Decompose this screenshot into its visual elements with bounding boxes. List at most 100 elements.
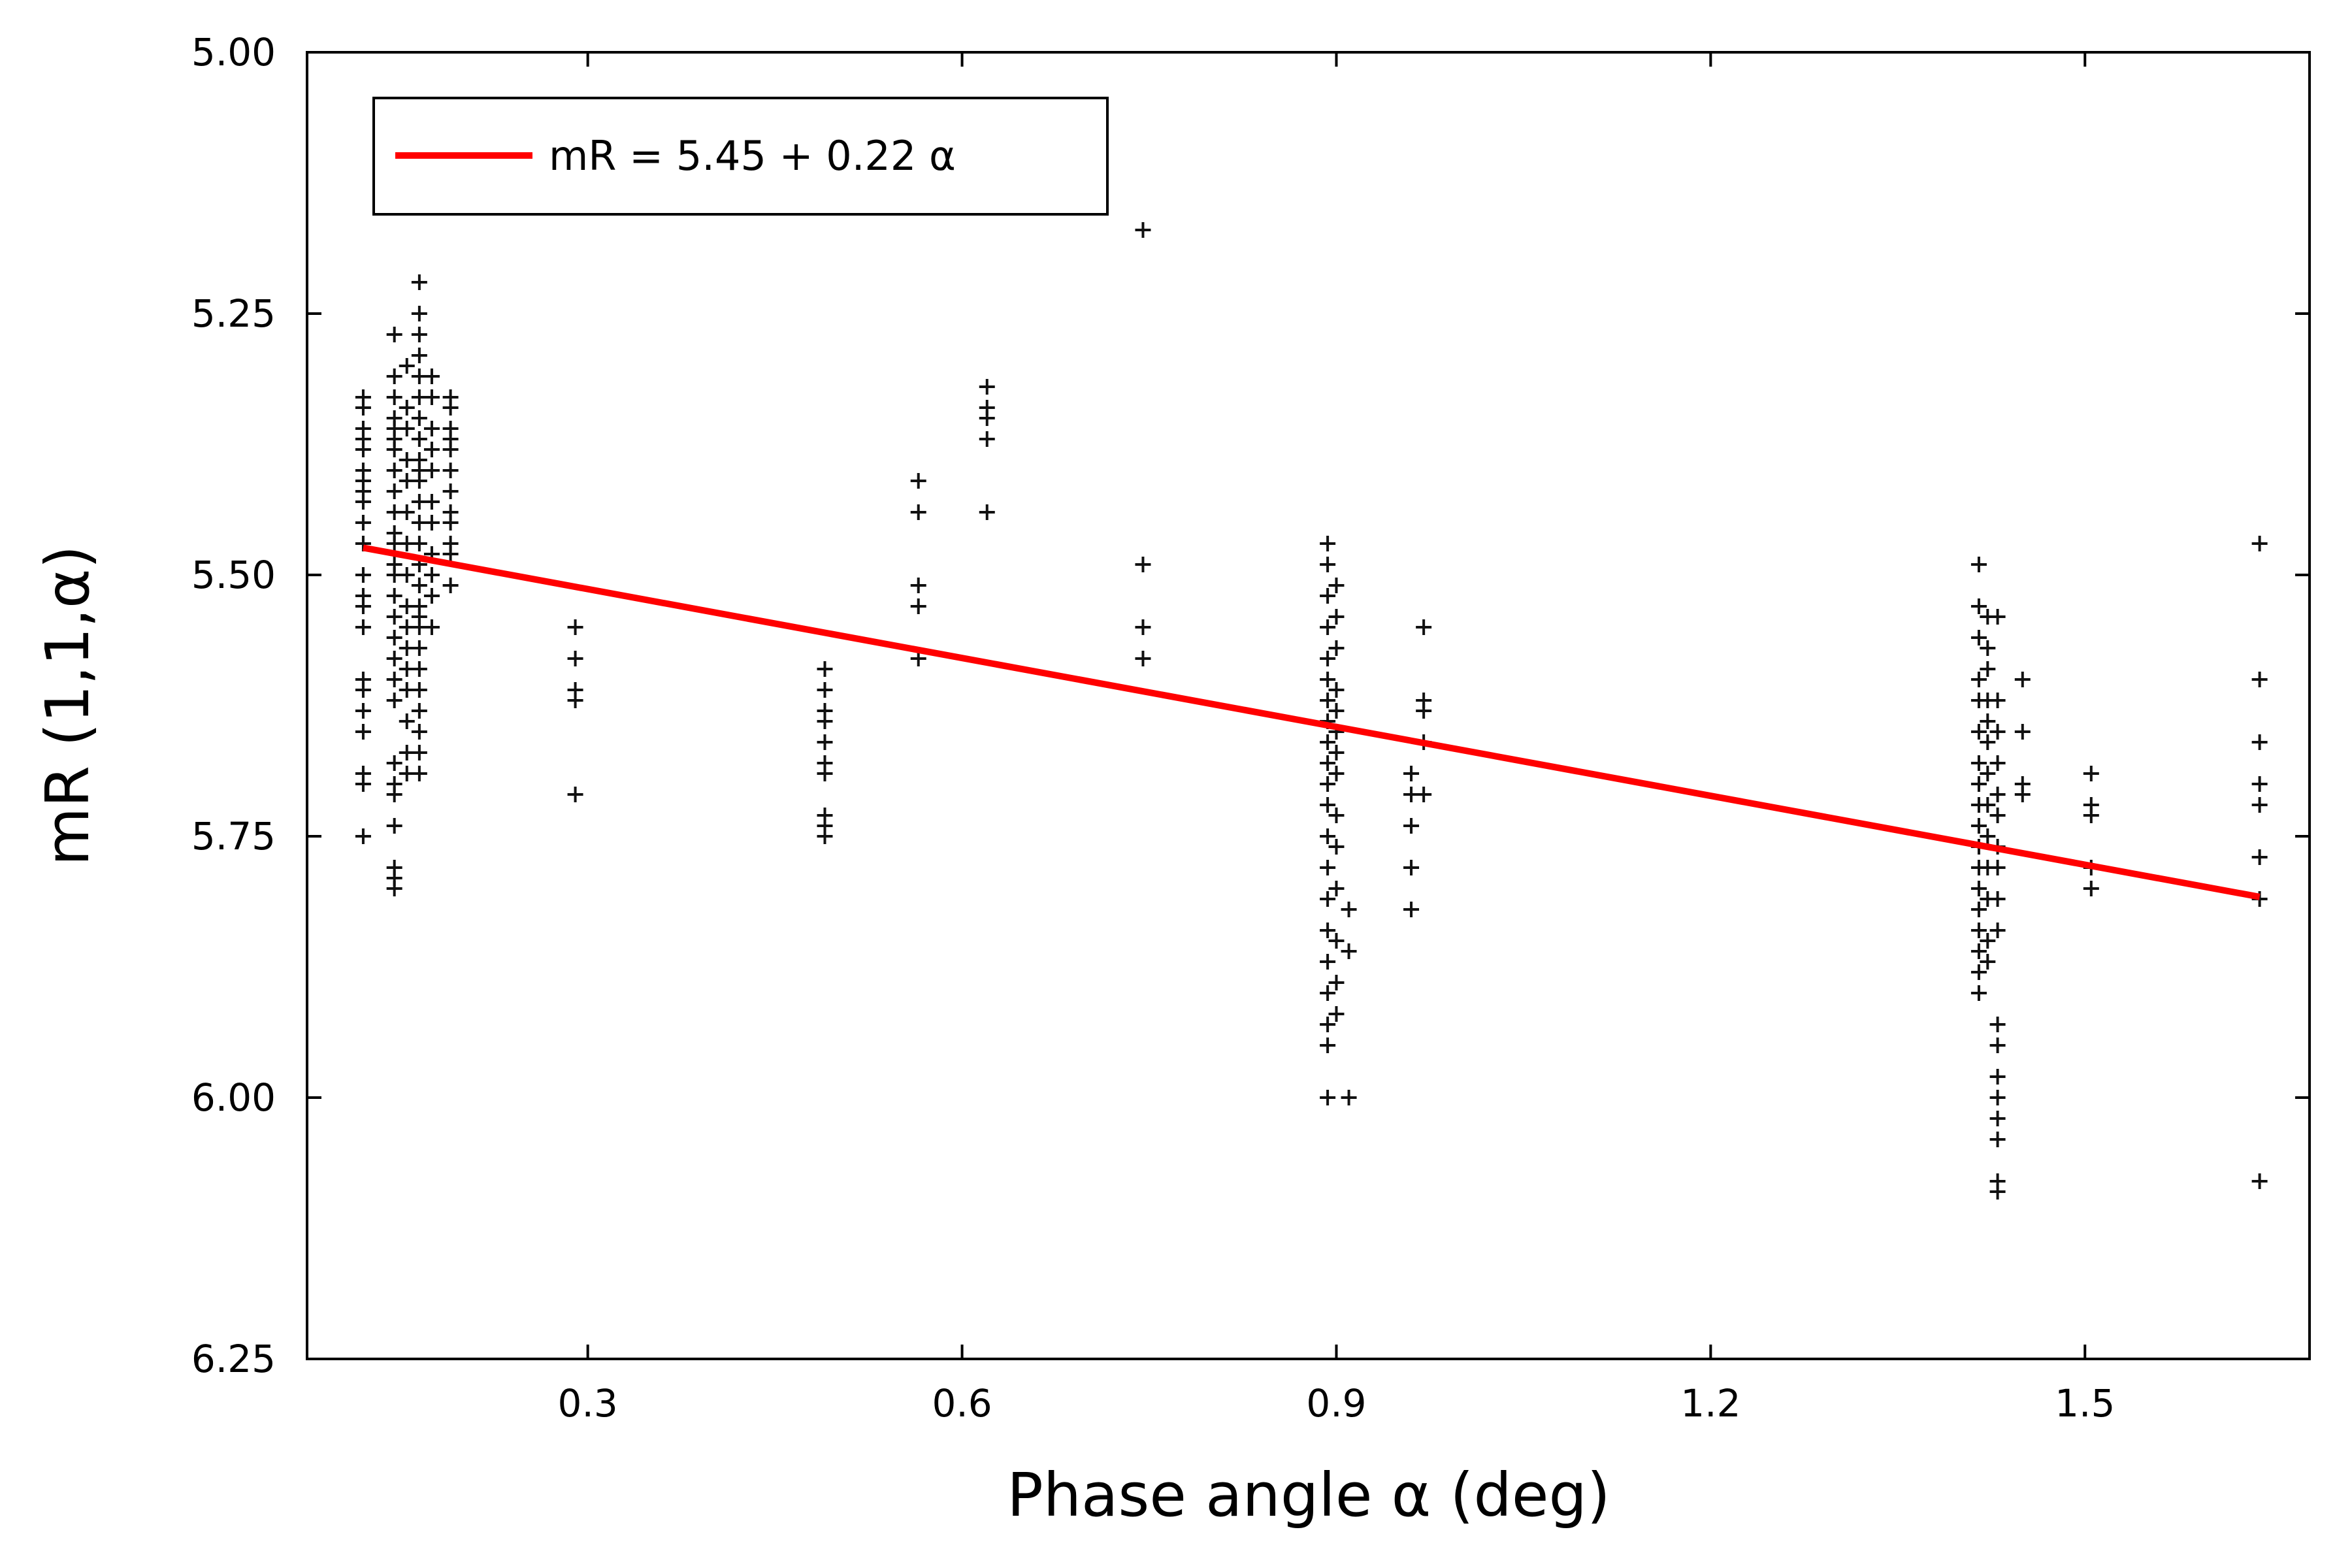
data-point	[1328, 682, 1345, 698]
data-point	[1320, 891, 1336, 907]
data-point	[386, 588, 402, 604]
fit-line	[363, 544, 2261, 900]
data-point	[1970, 776, 1987, 792]
data-point	[442, 400, 459, 416]
data-point	[355, 724, 371, 740]
data-point	[411, 578, 427, 593]
data-point	[411, 274, 427, 290]
fit-line-layer	[363, 544, 2261, 900]
data-point	[386, 327, 402, 342]
data-point	[1328, 703, 1345, 719]
data-point	[1403, 818, 1420, 834]
y-axis-title: mR (1,1,α)	[33, 546, 103, 866]
data-point	[1328, 881, 1345, 896]
data-point	[355, 598, 371, 614]
data-point	[423, 389, 440, 405]
data-point	[411, 536, 427, 551]
data-point	[910, 578, 926, 593]
data-point	[411, 348, 427, 363]
data-point	[442, 578, 459, 593]
data-point	[423, 494, 440, 510]
data-point	[1320, 693, 1336, 708]
data-point	[2251, 672, 2268, 687]
data-point	[1980, 661, 1996, 677]
data-point	[386, 881, 402, 896]
data-point	[355, 703, 371, 719]
data-point	[1328, 640, 1345, 656]
y-tick-label: 6.25	[191, 1337, 276, 1381]
data-point	[1989, 1017, 2006, 1032]
data-point	[910, 504, 926, 520]
data-point	[1989, 808, 2006, 823]
data-point	[1341, 902, 1357, 917]
data-point	[386, 651, 402, 666]
data-point	[399, 358, 415, 374]
data-point	[1328, 766, 1345, 781]
data-point	[817, 766, 833, 781]
data-point	[1970, 881, 1987, 896]
x-tick-label: 0.6	[932, 1381, 992, 1426]
axis-ticks: 0.3 0.6 0.9 1.2 1.5 5.00 5.25 5.50 5.75 6.00 6.25	[191, 30, 2310, 1426]
data-point	[355, 776, 371, 792]
data-point	[1320, 651, 1336, 666]
data-point	[1416, 619, 1432, 635]
data-point	[1328, 839, 1345, 855]
data-point	[1320, 755, 1336, 771]
data-point	[423, 588, 440, 604]
data-point	[2251, 536, 2268, 551]
data-point	[1989, 693, 2006, 708]
data-point	[1989, 1090, 2006, 1105]
data-point	[355, 515, 371, 531]
data-point	[386, 787, 402, 802]
data-point	[386, 818, 402, 834]
data-point	[442, 515, 459, 531]
data-point	[1320, 557, 1336, 572]
data-point	[1970, 598, 1987, 614]
data-point	[442, 463, 459, 478]
data-point	[1970, 724, 1987, 740]
data-point	[1135, 222, 1151, 238]
data-point	[979, 504, 995, 520]
data-point	[1970, 557, 1987, 572]
data-point	[1970, 943, 1987, 959]
y-tick-label: 6.00	[191, 1075, 276, 1120]
data-point	[1989, 923, 2006, 938]
data-point	[1980, 933, 1996, 949]
data-point	[1320, 828, 1336, 844]
data-point	[1980, 954, 1996, 970]
data-point	[399, 567, 415, 583]
data-point	[2014, 672, 2031, 687]
data-point	[1320, 734, 1336, 750]
data-point	[817, 713, 833, 729]
data-point	[2083, 808, 2099, 823]
data-point	[386, 630, 402, 645]
data-point	[2251, 1173, 2268, 1189]
data-point	[910, 651, 926, 666]
data-point	[423, 421, 440, 436]
data-point	[1320, 954, 1336, 970]
data-point	[423, 619, 440, 635]
data-point	[1328, 745, 1345, 760]
data-point	[1320, 536, 1336, 551]
data-point	[567, 787, 583, 802]
data-point	[411, 703, 427, 719]
data-point	[442, 546, 459, 562]
data-point	[567, 693, 583, 708]
data-point	[355, 682, 371, 698]
data-point	[1989, 860, 2006, 875]
data-point	[1980, 734, 1996, 750]
data-point	[567, 619, 583, 635]
data-point	[423, 368, 440, 384]
data-point	[1320, 923, 1336, 938]
data-point	[386, 368, 402, 384]
data-point	[386, 463, 402, 478]
data-point	[1135, 651, 1151, 666]
data-point	[1328, 609, 1345, 625]
data-point	[1328, 578, 1345, 593]
x-axis-title: Phase angle α (deg)	[1007, 1460, 1610, 1530]
data-point	[411, 661, 427, 677]
data-point	[1989, 1184, 2006, 1200]
data-point	[355, 828, 371, 844]
